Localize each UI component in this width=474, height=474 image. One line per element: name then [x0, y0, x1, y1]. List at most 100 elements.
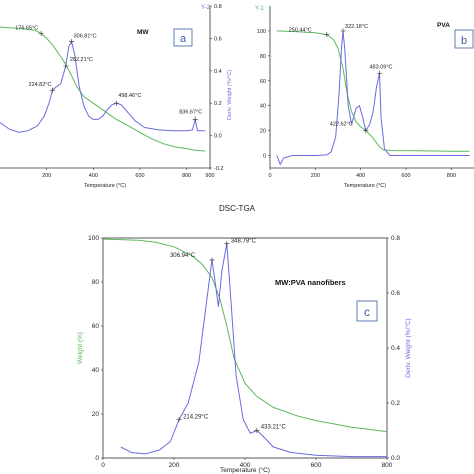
right-tick-labels: 0.8 0.6 0.4 0.2 0.0 — [387, 235, 400, 462]
figure-middle-title: DSC-TGA — [219, 204, 255, 213]
right-tick-label: 0.8 — [391, 235, 400, 242]
deriv-series-line — [0, 40, 206, 133]
deriv-series-line — [276, 30, 470, 166]
right-tick-label: 0.6 — [391, 290, 400, 297]
x-tick-label: 600 — [135, 173, 144, 179]
panel-label-box — [356, 300, 378, 322]
panel-label-box — [454, 29, 474, 49]
peak-annotation-label: 322.18°C — [345, 24, 368, 30]
right-axis-tag: Y-2 — [201, 5, 210, 11]
x-tick-label: 400 — [356, 173, 365, 179]
peak-annotation-label: 306.94°C — [170, 253, 196, 259]
left-tick-label: 60 — [92, 323, 100, 330]
peak-annotation-label: 214.29°C — [183, 415, 209, 421]
chart-title: MW — [137, 29, 149, 36]
x-tick-label: 400 — [240, 462, 251, 469]
panel-label: c — [364, 305, 370, 319]
x-tick-label: 200 — [42, 173, 51, 179]
right-tick-label: 0.2 — [391, 400, 400, 407]
x-axis-label: Temperature (°C) — [84, 183, 126, 189]
chart-title: PVA — [437, 22, 450, 29]
peak-marker — [209, 257, 215, 263]
left-tick-label: 0 — [263, 154, 266, 160]
right-tick-labels: 0.8 0.6 0.4 0.2 0.0 -0.2 — [210, 4, 223, 172]
left-axis-tag: Y-1 — [255, 6, 264, 12]
peak-marker — [254, 428, 260, 433]
left-tick-label: 40 — [92, 367, 100, 374]
right-tick-label: 0.6 — [214, 36, 222, 42]
x-tick-labels: 0 200 400 600 800 — [268, 168, 456, 179]
left-axis-label: Weight (%) — [77, 332, 84, 364]
peak-annotation-label: 498.46°C — [118, 93, 141, 99]
peak-annotation-label: 282.21°C — [70, 57, 93, 63]
right-tick-label: 0.4 — [391, 345, 400, 352]
x-tick-label: 900 — [205, 173, 214, 179]
peak-annotation-label: 176.65°C — [15, 26, 38, 32]
peak-marker — [224, 241, 230, 246]
left-tick-label: 20 — [260, 129, 266, 135]
chart-panel-a: 200 400 600 800 900 0.80.60.40.20.0-0.2 Y-2 … — [0, 4, 233, 189]
peak-marker — [63, 63, 69, 69]
left-tick-labels: 100 80 60 40 20 0 — [88, 235, 103, 462]
x-tick-label: 0 — [101, 462, 105, 469]
peak-marker — [38, 31, 44, 37]
x-tick-label: 800 — [382, 462, 393, 469]
right-tick-label: 0.2 — [214, 101, 222, 107]
x-tick-label: 200 — [311, 173, 320, 179]
x-tick-label: 0 — [268, 173, 271, 179]
weight-series-line — [276, 30, 470, 152]
plot-frame — [102, 237, 388, 459]
x-tick-labels: 0 200 400 600 800 — [101, 458, 393, 469]
left-tick-label: 100 — [88, 235, 99, 242]
weight-series-line — [0, 26, 206, 152]
panel-label: b — [461, 35, 467, 47]
left-tick-labels: 100 80 60 40 20 0 — [257, 29, 270, 160]
x-tick-label: 800 — [182, 173, 191, 179]
panel-label: a — [180, 33, 187, 45]
peak-marker — [340, 28, 346, 34]
right-tick-label: 0.4 — [214, 69, 222, 75]
peak-annotation-label: 306.81°C — [74, 34, 97, 40]
peak-annotation-label: 483.09°C — [370, 64, 393, 70]
right-axis-label: Deriv. Weight (%/°C) — [227, 70, 233, 120]
peak-marker — [113, 100, 119, 106]
peak-marker — [49, 87, 55, 93]
right-tick-label: 0.0 — [214, 134, 222, 140]
peak-annotation-label: 433.21°C — [261, 425, 287, 431]
peak-marker — [176, 417, 182, 422]
right-tick-label: -0.2 — [214, 166, 223, 172]
x-tick-label: 400 — [89, 173, 98, 179]
peak-marker — [69, 39, 75, 45]
deriv-series-line — [120, 243, 387, 458]
x-tick-label: 600 — [401, 173, 410, 179]
x-tick-label: 600 — [311, 462, 322, 469]
x-tick-label: 200 — [169, 462, 180, 469]
peak-annotation-label: 836.67°C — [179, 109, 202, 115]
left-tick-label: 100 — [257, 29, 266, 35]
left-tick-label: 20 — [92, 411, 100, 418]
peak-marker — [377, 70, 382, 76]
x-tick-labels: 200 400 600 800 900 — [42, 168, 215, 179]
peak-marker — [363, 128, 369, 134]
peak-annotation-label: 422.62°C — [330, 122, 353, 128]
left-tick-label: 60 — [260, 79, 266, 85]
left-tick-label: 40 — [260, 104, 266, 110]
left-tick-label: 80 — [260, 54, 266, 60]
right-tick-label: 0.8 — [214, 4, 222, 10]
peak-annotation-label: 348.78°C — [231, 239, 257, 245]
peak-annotation-label: 250.44°C — [289, 28, 312, 34]
x-axis-label: Temperature (°C) — [344, 183, 386, 189]
left-tick-label: 80 — [92, 279, 100, 286]
right-tick-label: 0.0 — [391, 455, 400, 462]
weight-series-line — [102, 238, 388, 433]
chart-title: MW:PVA nanofibers — [275, 278, 346, 287]
peak-marker — [324, 32, 330, 38]
x-axis-label: Temperature (°C) — [220, 466, 270, 474]
peak-marker — [192, 116, 198, 122]
x-tick-label: 800 — [447, 173, 456, 179]
panel-label-box — [173, 28, 193, 47]
right-axis-label: Deriv. Weight (%/°C) — [404, 318, 412, 377]
left-tick-label: 0 — [95, 455, 99, 462]
